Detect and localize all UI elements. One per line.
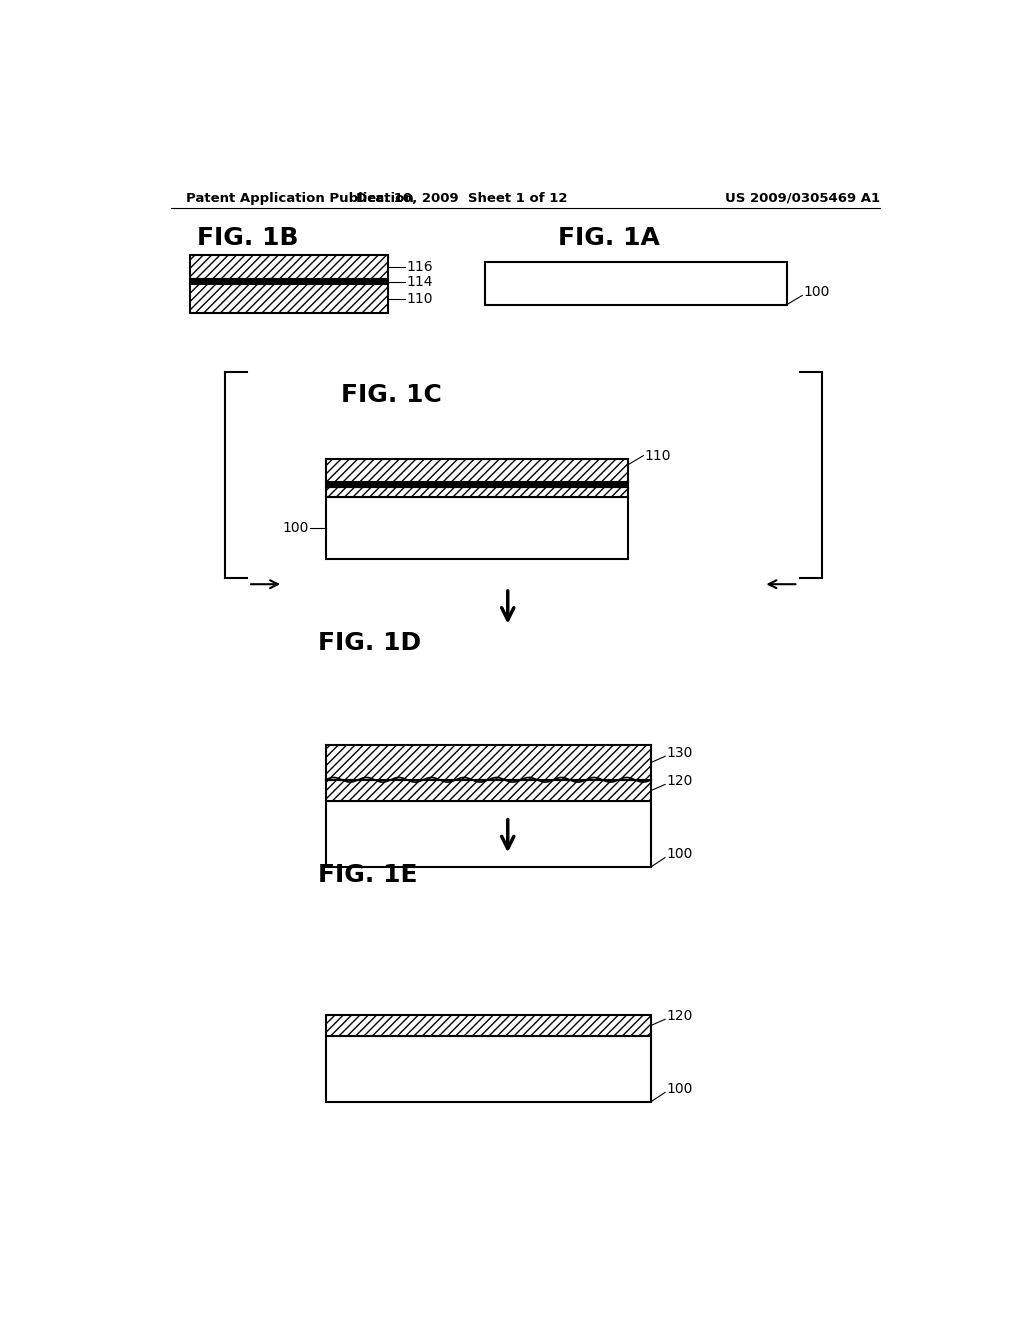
Bar <box>484 263 786 305</box>
Bar <box>326 801 651 867</box>
Bar <box>326 1015 651 1036</box>
Text: FIG. 1A: FIG. 1A <box>557 226 659 249</box>
Text: 130: 130 <box>667 746 693 760</box>
Bar <box>326 482 628 487</box>
Text: 114: 114 <box>407 275 433 289</box>
Text: 110: 110 <box>407 292 433 305</box>
Bar <box>326 498 628 558</box>
Text: FIG. 1C: FIG. 1C <box>341 383 442 407</box>
Text: 100: 100 <box>283 521 308 535</box>
Text: 100: 100 <box>804 285 830 300</box>
Text: 110: 110 <box>645 449 672 462</box>
Text: 120: 120 <box>667 775 693 788</box>
Text: US 2009/0305469 A1: US 2009/0305469 A1 <box>725 191 880 205</box>
Bar <box>326 487 628 498</box>
Text: 116: 116 <box>407 260 433 275</box>
Text: 120: 120 <box>667 1010 693 1023</box>
Text: 100: 100 <box>667 1082 693 1097</box>
Text: 100: 100 <box>667 847 693 862</box>
Bar <box>190 280 388 284</box>
Text: FIG. 1D: FIG. 1D <box>317 631 421 656</box>
Bar <box>326 1036 651 1102</box>
Bar <box>190 255 388 280</box>
Text: FIG. 1E: FIG. 1E <box>317 862 418 887</box>
Text: Patent Application Publication: Patent Application Publication <box>186 191 414 205</box>
Bar <box>190 284 388 313</box>
Text: FIG. 1B: FIG. 1B <box>198 226 299 249</box>
Text: Dec. 10, 2009  Sheet 1 of 12: Dec. 10, 2009 Sheet 1 of 12 <box>355 191 567 205</box>
Bar <box>326 780 651 801</box>
Bar <box>326 459 628 482</box>
Bar <box>326 744 651 780</box>
